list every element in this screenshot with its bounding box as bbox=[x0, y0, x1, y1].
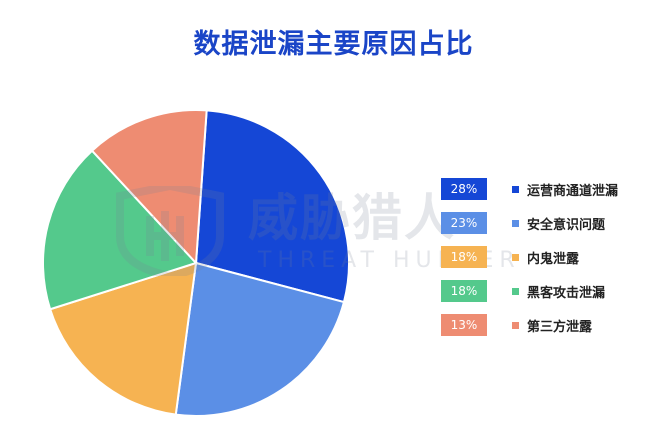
pie-slice-1 bbox=[194, 109, 350, 304]
legend-marker-icon bbox=[512, 253, 519, 261]
legend-marker-icon bbox=[512, 185, 519, 193]
legend-value-badge: 13% bbox=[441, 314, 487, 336]
pie-slice-3 bbox=[48, 261, 198, 416]
chart-title: 数据泄漏主要原因占比 bbox=[193, 29, 474, 60]
pie-slice-5 bbox=[90, 109, 208, 266]
legend-marker-icon bbox=[512, 321, 519, 329]
legend-label: 安全意识问题 bbox=[527, 217, 606, 233]
legend-value-badge: 23% bbox=[441, 212, 487, 234]
legend-value-badge: 18% bbox=[441, 280, 487, 302]
legend-item: 18% 黑客攻击泄漏 bbox=[441, 280, 667, 302]
legend-item: 13% 第三方泄露 bbox=[441, 314, 667, 336]
legend-item: 28% 运营商通道泄漏 bbox=[441, 178, 667, 200]
legend-item: 18% 内鬼泄露 bbox=[441, 246, 667, 268]
legend-label: 黑客攻击泄漏 bbox=[527, 285, 606, 301]
legend-value-badge: 28% bbox=[441, 178, 487, 200]
legend-label: 内鬼泄露 bbox=[527, 251, 580, 267]
legend-label: 运营商通道泄漏 bbox=[527, 183, 619, 199]
legend-value-badge: 18% bbox=[441, 246, 487, 268]
pie-slice-2 bbox=[174, 261, 346, 417]
legend-label: 第三方泄露 bbox=[527, 319, 593, 335]
legend-marker-icon bbox=[512, 219, 519, 227]
pie-slice-4 bbox=[42, 149, 198, 311]
legend-marker-icon bbox=[512, 287, 519, 295]
pie-slices bbox=[42, 109, 350, 417]
legend-item: 23% 安全意识问题 bbox=[441, 212, 667, 234]
